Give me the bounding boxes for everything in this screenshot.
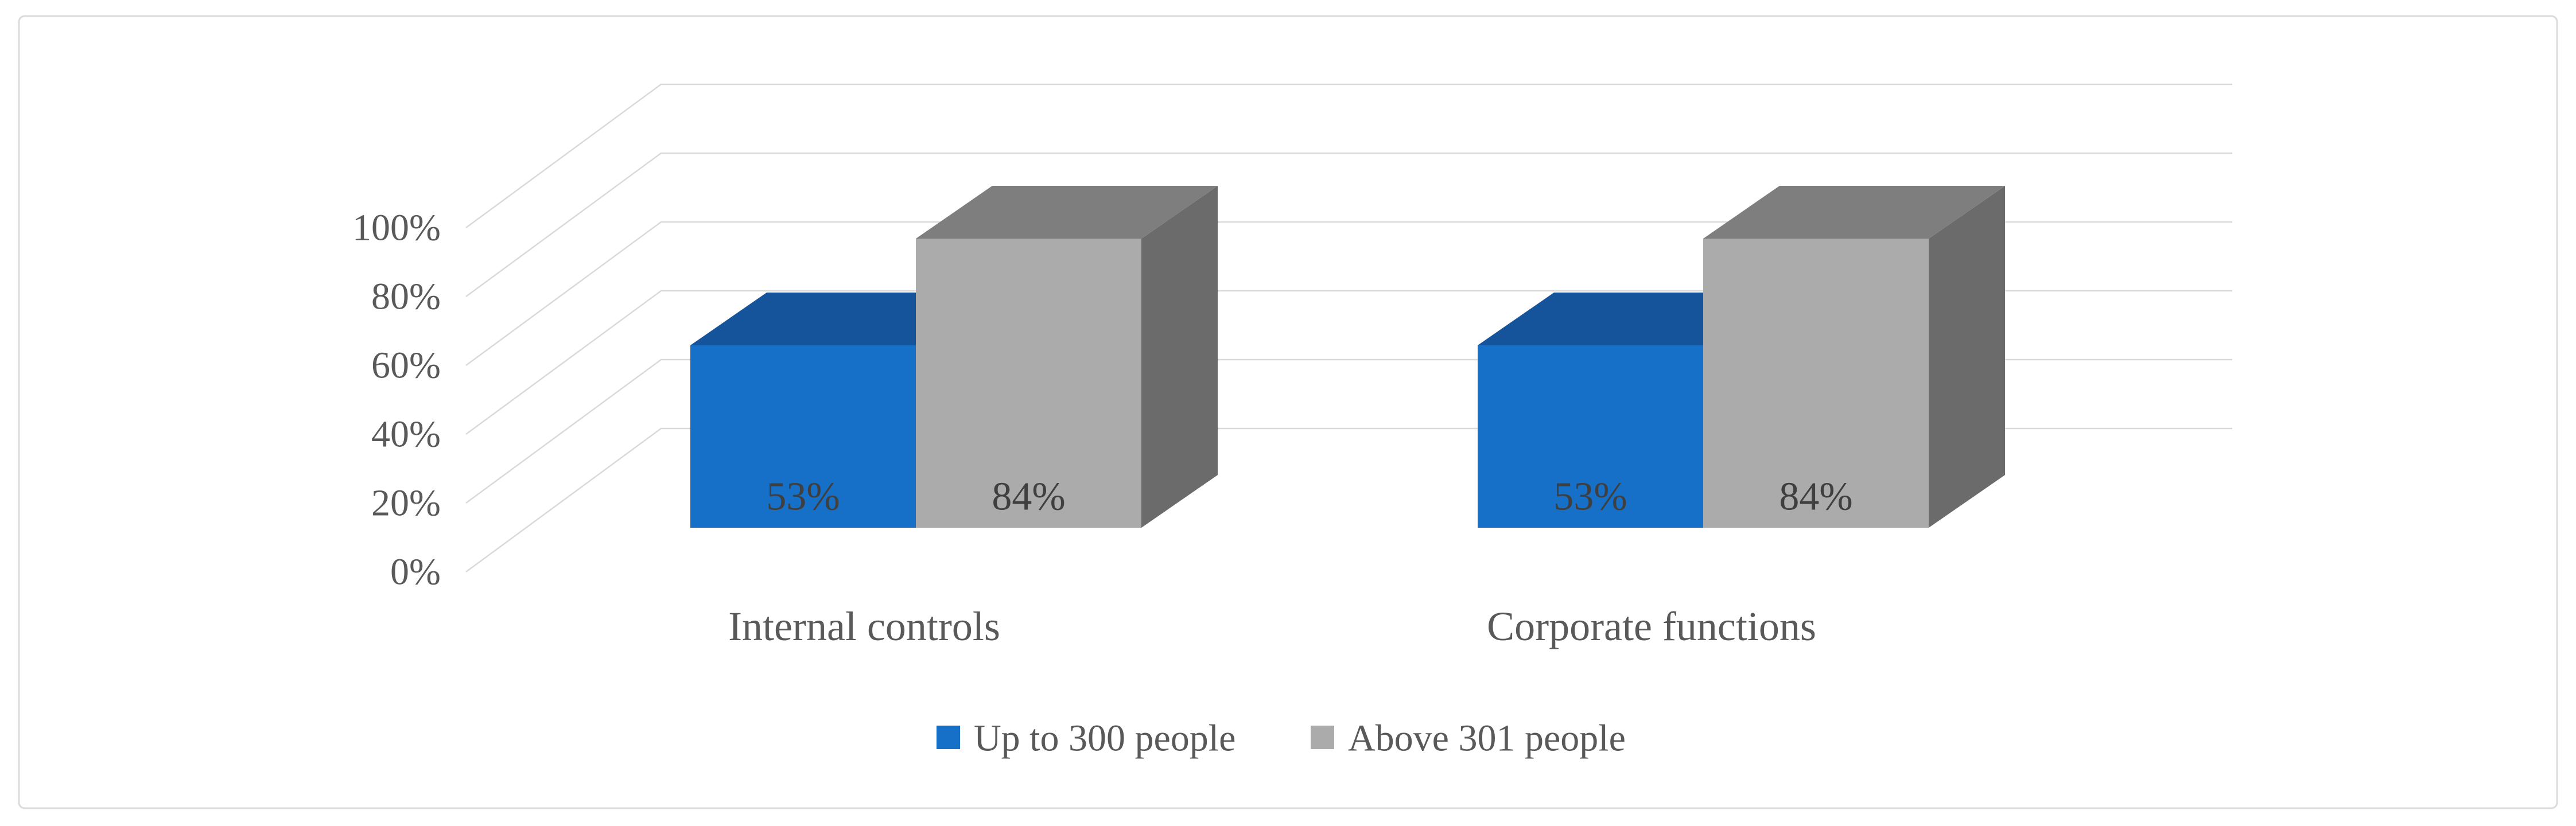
bar-front-face (1478, 345, 1703, 528)
bar-top-face (916, 186, 1218, 239)
legend-label-up-to-300-people: Up to 300 people (974, 718, 1235, 759)
data-label: 53% (1553, 475, 1627, 519)
bar-front-face (690, 345, 916, 528)
y-axis-tick-label: 100% (352, 207, 441, 249)
y-axis-tick-label: 40% (371, 414, 441, 455)
bar-front-face (916, 239, 1141, 528)
bar-side-face (1141, 186, 1218, 528)
legend-swatch-above-301-people (1311, 726, 1334, 749)
data-label: 84% (992, 475, 1065, 519)
data-label: 53% (766, 475, 840, 519)
y-axis-tick-label: 80% (371, 276, 441, 318)
bars (690, 186, 2005, 528)
data-labels: 53% 84% 53% 84% (766, 475, 1852, 519)
bar-side-face (1929, 186, 2005, 528)
legend-label-above-301-people: Above 301 people (1348, 718, 1626, 759)
bar-front-face (1703, 239, 1929, 528)
y-axis-tick-label: 20% (371, 482, 441, 524)
category-labels: Internal controls Corporate functions (728, 603, 1816, 649)
y-axis-tick-label: 60% (371, 345, 441, 387)
category-label-corporate-functions: Corporate functions (1487, 603, 1816, 649)
bar-corporate-functions-above-301-people (1703, 186, 2005, 528)
gridline (465, 152, 2232, 298)
category-label-internal-controls: Internal controls (728, 603, 1000, 649)
legend-swatch-up-to-300-people (937, 726, 960, 749)
gridline (465, 83, 2232, 229)
gridline (465, 221, 2232, 367)
y-axis-tick-label: 0% (390, 551, 441, 593)
figure-border (18, 15, 2558, 809)
data-label: 84% (1779, 475, 1852, 519)
legend: Up to 300 people Above 301 people (937, 718, 1626, 759)
bar-top-face (1703, 186, 2005, 239)
y-axis-labels: 0% 20% 40% 60% 80% 100% (352, 207, 441, 593)
bar-internal-controls-above-301-people (916, 186, 1218, 528)
